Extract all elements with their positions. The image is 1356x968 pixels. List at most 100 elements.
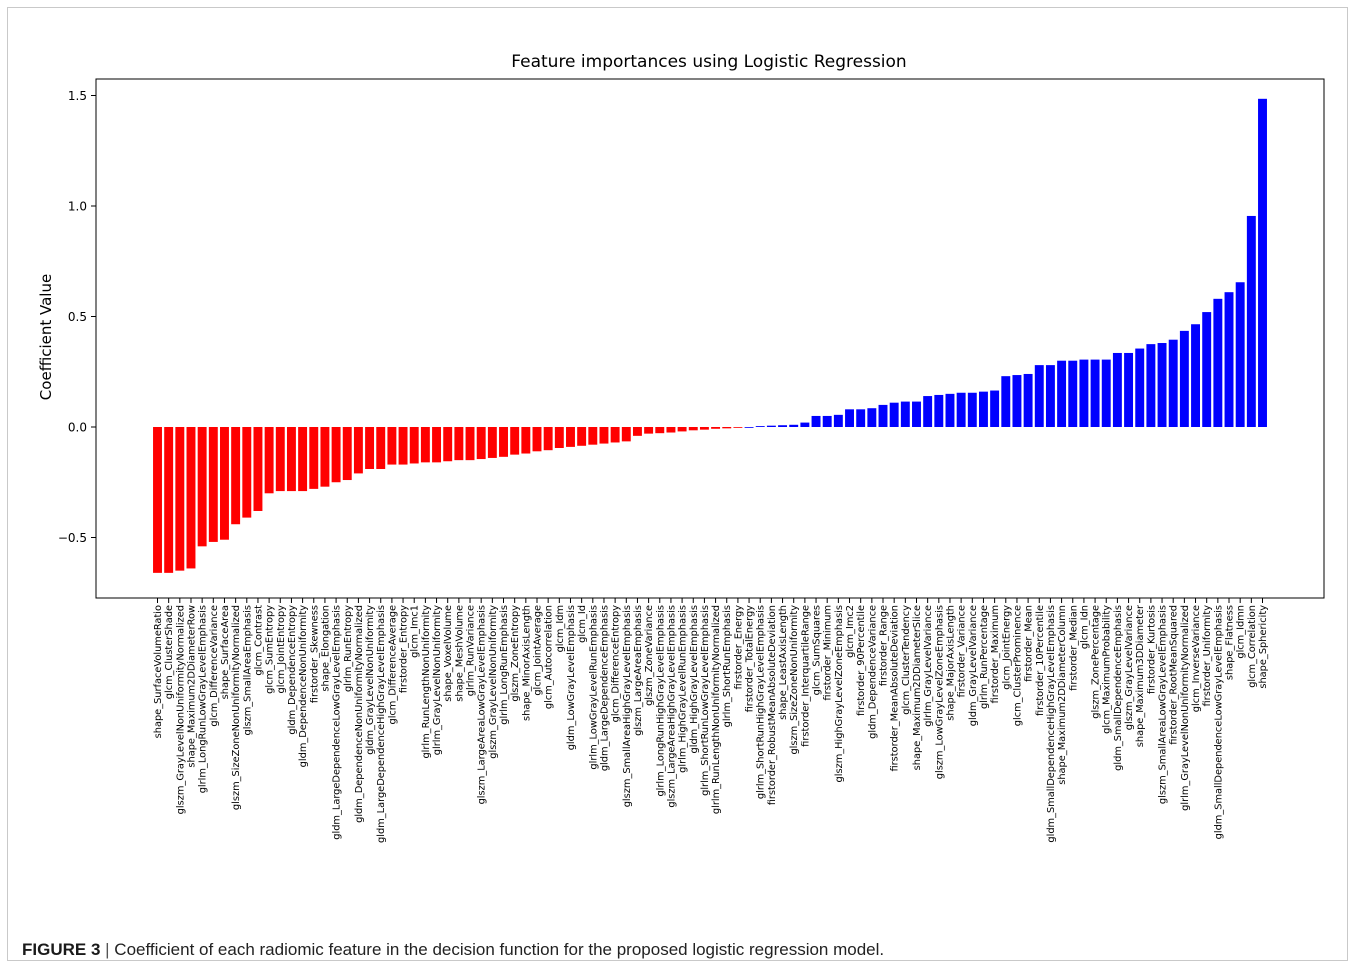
x-tick-label: firstorder_RobustMeanAbsoluteDeviation — [767, 605, 778, 805]
bar — [1235, 282, 1245, 427]
bar — [365, 427, 375, 469]
x-tick-label: glcm_JointAverage — [532, 605, 543, 696]
bar — [655, 427, 665, 434]
bar — [688, 427, 698, 431]
x-tick-label: glcm_ClusterProminence — [1012, 605, 1023, 726]
x-tick-label: glcm_JointEnergy — [1001, 605, 1012, 690]
x-tick-label: gldm_DependenceNonUniformity — [298, 605, 309, 768]
bar — [923, 396, 933, 427]
x-tick-label: glrlm_RunLengthNonUniformityNormalized — [711, 605, 722, 814]
x-tick-label: glrlm_LongRunHighGrayLevelEmphasis — [655, 605, 666, 797]
bar — [164, 427, 174, 573]
bar — [1157, 343, 1167, 427]
bar — [1079, 359, 1089, 427]
bar — [153, 427, 162, 573]
x-tick-label: glszm_SmallAreaLowGrayLevelEmphasis — [1158, 605, 1169, 804]
bar — [443, 427, 453, 462]
x-tick-label: shape_Maximum2DDiameterRow — [186, 605, 197, 768]
plot-frame — [95, 78, 1325, 599]
x-tick-label: glcm_JointEntropy — [276, 605, 287, 694]
caption-separator: | — [105, 940, 110, 959]
bar — [320, 427, 330, 487]
bar — [231, 427, 241, 525]
bar — [175, 427, 185, 571]
x-tick-label: glrlm_ShortRunLowGrayLevelEmphasis — [700, 605, 711, 796]
bar — [711, 427, 721, 429]
bar — [1023, 373, 1033, 427]
bar — [454, 427, 464, 461]
x-tick-label: glszm_GrayLevelVariance — [1124, 605, 1135, 730]
bar — [956, 392, 966, 427]
x-tick-label: shape_MajorAxisLength — [945, 605, 956, 721]
x-tick-label: firstorder_Variance — [957, 605, 968, 698]
x-tick-label: shape_LeastAxisLength — [778, 605, 789, 720]
bar — [398, 427, 408, 465]
x-tick-label: glszm_ZonePercentage — [1091, 605, 1102, 719]
x-tick-label: glcm_Id — [577, 605, 588, 643]
bar — [208, 427, 218, 542]
bar — [778, 425, 788, 427]
bar — [242, 427, 252, 518]
bar — [1135, 348, 1145, 427]
x-tick-label: shape_Flatness — [1225, 605, 1236, 680]
bar — [275, 427, 285, 492]
x-tick-label: gldm_DependenceNonUniformityNormalized — [354, 605, 365, 823]
x-tick-label: glszm_SizeZoneNonUniformityNormalized — [231, 605, 242, 810]
x-tick-label: glrlm_LowGrayLevelRunEmphasis — [588, 605, 599, 770]
x-tick-label: glrlm_RunEntropy — [343, 605, 354, 692]
x-tick-label: glszm_ZoneEntropy — [510, 605, 521, 702]
bar — [331, 427, 341, 483]
x-tick-label: glrlm_RunLengthNonUniformity — [421, 605, 432, 759]
bar — [465, 427, 475, 461]
x-tick-label: firstorder_RootMeanSquared — [1169, 605, 1180, 745]
bar — [1112, 352, 1122, 427]
x-tick-label: firstorder_Maximum — [990, 605, 1001, 703]
x-tick-label: gldm_DependenceEntropy — [287, 605, 298, 735]
bar — [220, 427, 229, 540]
x-tick-label: glcm_InverseVariance — [1191, 605, 1202, 712]
x-tick-label: glszm_SizeZoneNonUniformity — [789, 605, 800, 755]
x-tick-label: glcm_Idmn — [1236, 605, 1247, 659]
bar — [376, 427, 386, 469]
x-tick-label: glcm_Idn — [1079, 605, 1090, 649]
figure-frame — [7, 7, 1348, 961]
x-tick-label: glszm_GrayLevelNonUniformity — [488, 605, 499, 759]
x-tick-label: shape_VoxelVolume — [443, 605, 454, 702]
bar — [420, 427, 430, 463]
x-tick-label: glcm_DifferenceAverage — [387, 605, 398, 725]
x-tick-label: shape_Elongation — [320, 605, 331, 692]
bar — [1124, 352, 1134, 427]
bar — [1146, 344, 1156, 428]
x-tick-label: glszm_HighGrayLevelZoneEmphasis — [834, 605, 845, 782]
x-tick-label: firstorder_MeanAbsoluteDeviation — [890, 605, 901, 772]
bar — [387, 427, 397, 465]
bar — [543, 427, 553, 451]
bar — [878, 404, 888, 427]
x-tick-label: firstorder_Minimum — [823, 605, 834, 701]
bar — [588, 427, 598, 445]
bar — [1012, 375, 1022, 427]
x-tick-label: shape_SurfaceVolumeRatio — [153, 605, 164, 738]
y-tick-label: 0.5 — [68, 310, 87, 324]
figure-caption: FIGURE 3 | Coefficient of each radiomic … — [22, 940, 884, 960]
bar — [197, 427, 207, 547]
x-tick-label: glszm_SmallAreaEmphasis — [242, 605, 253, 735]
bar — [1057, 360, 1067, 427]
x-tick-label: firstorder_InterquartileRange — [800, 605, 811, 747]
bar — [1213, 298, 1223, 427]
caption-label: FIGURE 3 — [22, 940, 101, 959]
bar — [811, 415, 821, 427]
bar — [409, 427, 419, 464]
x-tick-label: glszm_SmallAreaHighGrayLevelEmphasis — [622, 605, 633, 807]
bar — [845, 409, 854, 427]
bar — [733, 427, 743, 428]
bar — [833, 414, 843, 427]
bar — [722, 427, 732, 429]
x-tick-label: glrlm_HighGrayLevelRunEmphasis — [678, 605, 689, 773]
bar — [510, 427, 520, 455]
bar — [476, 427, 486, 460]
bar — [298, 427, 308, 492]
x-tick-label: glcm_SumEntropy — [265, 605, 276, 694]
bar — [744, 427, 754, 428]
bar — [912, 401, 921, 427]
